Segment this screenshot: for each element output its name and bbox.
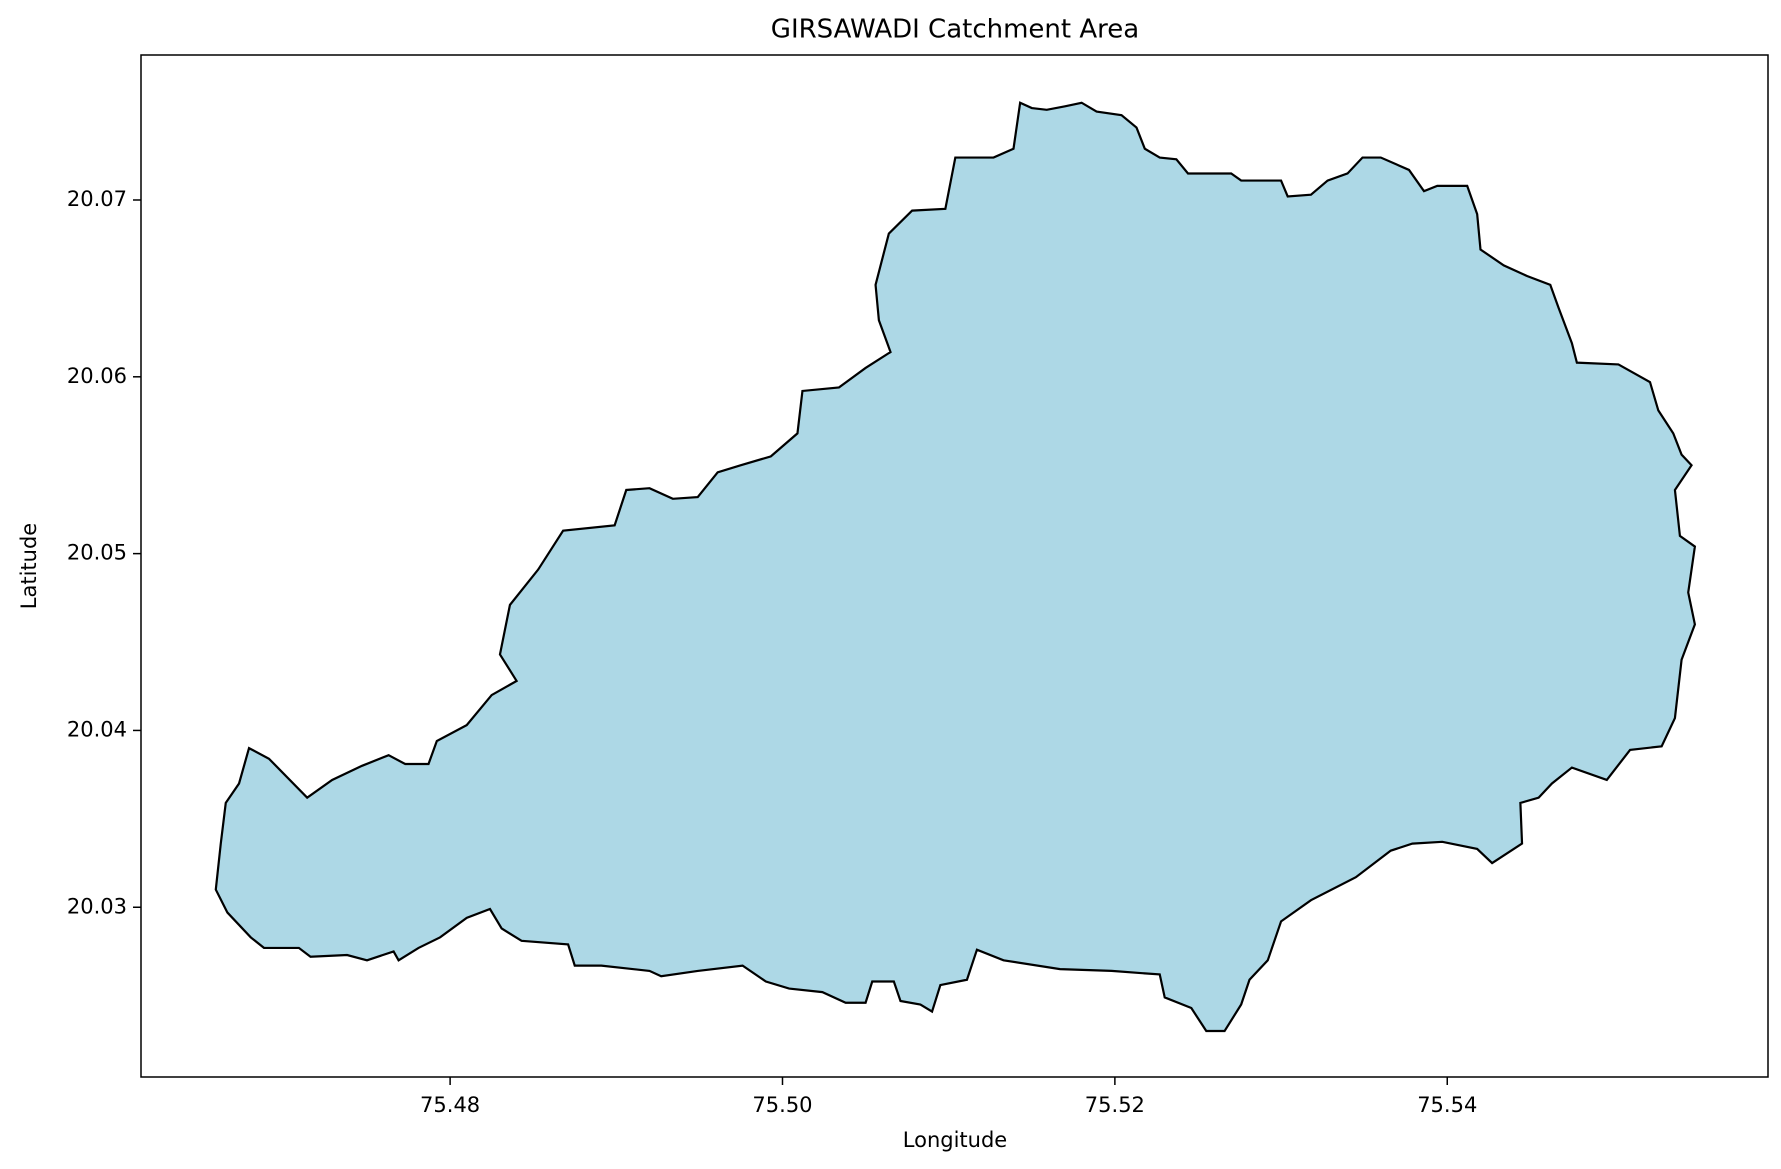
x-tick-label: 75.54 [1417, 1093, 1477, 1117]
x-tick-label: 75.52 [1085, 1093, 1145, 1117]
y-tick-label: 20.07 [67, 187, 127, 211]
x-tick-label: 75.48 [420, 1093, 480, 1117]
y-tick-label: 20.06 [67, 364, 127, 388]
y-tick-label: 20.05 [67, 541, 127, 565]
catchment-polygon [214, 101, 1697, 1033]
chart-title: GIRSAWADI Catchment Area [771, 15, 1139, 45]
plot-frame [140, 54, 1769, 1078]
y-tick-label: 20.03 [67, 894, 127, 918]
y-tick-label: 20.04 [67, 717, 127, 741]
y-axis-label: Latitude [17, 523, 41, 609]
x-axis-label: Longitude [903, 1128, 1007, 1152]
x-tick-label: 75.50 [752, 1093, 812, 1117]
